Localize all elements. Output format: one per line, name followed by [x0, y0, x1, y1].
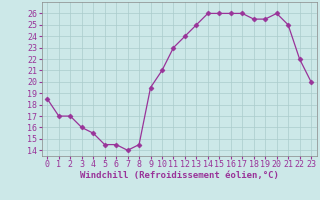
X-axis label: Windchill (Refroidissement éolien,°C): Windchill (Refroidissement éolien,°C) [80, 171, 279, 180]
